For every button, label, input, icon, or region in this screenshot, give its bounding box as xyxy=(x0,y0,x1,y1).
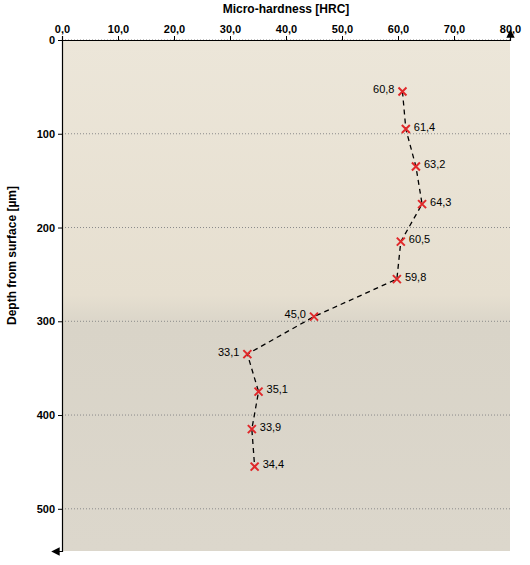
tick: 60,0 xyxy=(388,23,409,40)
tick: 20,0 xyxy=(164,23,185,40)
axis-title: Micro-hardness [HRC] xyxy=(223,2,350,16)
grid-line xyxy=(62,415,510,416)
tick-label: 20,0 xyxy=(164,23,185,35)
data-point xyxy=(418,200,426,208)
grid-line xyxy=(62,508,510,509)
tick: 200 xyxy=(37,222,62,234)
tick-mark xyxy=(286,36,287,40)
data-label: 45,0 xyxy=(285,308,306,320)
tick-mark xyxy=(58,321,62,322)
tick: 30,0 xyxy=(220,23,241,40)
axis-title: Depth from surface [µm] xyxy=(5,186,19,325)
tick: 500 xyxy=(37,503,62,515)
tick-label: 0,0 xyxy=(55,23,70,35)
tick-label: 500 xyxy=(37,503,55,515)
tick-label: 30,0 xyxy=(220,23,241,35)
data-point xyxy=(398,88,406,96)
tick: 70,0 xyxy=(444,23,465,40)
data-label: 34,4 xyxy=(263,458,284,470)
axis-line xyxy=(58,41,63,552)
plot-background xyxy=(62,40,510,551)
tick: 0,0 xyxy=(55,23,70,40)
data-label: 35,1 xyxy=(267,383,288,395)
data-point xyxy=(310,313,318,321)
tick-mark xyxy=(454,36,455,40)
data-label: 59,8 xyxy=(405,271,426,283)
data-label: 60,8 xyxy=(373,83,394,95)
tick-label: 200 xyxy=(37,222,55,234)
tick-mark xyxy=(58,415,62,416)
tick: 100 xyxy=(37,128,62,140)
data-point xyxy=(255,388,263,396)
grid xyxy=(62,40,510,509)
tick-label: 0 xyxy=(49,34,55,46)
chart: 0,0 10,0 20,0 30,0 40,0 50,0 60,0 70,0 80,0 0 100 2… xyxy=(0,0,530,565)
data-point xyxy=(243,350,251,358)
tick-mark xyxy=(174,36,175,40)
grid-line xyxy=(62,321,510,322)
tick-mark xyxy=(398,36,399,40)
data-point xyxy=(412,163,420,171)
tick-label: 50,0 xyxy=(332,23,353,35)
tick-label: 300 xyxy=(37,315,55,327)
grid-line xyxy=(62,227,510,228)
data-layer xyxy=(243,88,426,471)
axis-line xyxy=(63,36,511,41)
tick-label: 400 xyxy=(37,409,55,421)
data-labels: 60,8 61,4 63,2 64,3 60,5 59,8 45,0 33,1 35,1 33,9… xyxy=(218,83,452,470)
tick-mark xyxy=(58,509,62,510)
tick-mark xyxy=(342,36,343,40)
tick: 40,0 xyxy=(276,23,297,40)
tick-mark xyxy=(118,36,119,40)
tick-mark xyxy=(230,36,231,40)
tick: 0 xyxy=(49,34,62,46)
data-point xyxy=(251,463,259,471)
x-axis: 0,0 10,0 20,0 30,0 40,0 50,0 60,0 70,0 80,0 xyxy=(55,23,521,41)
data-point xyxy=(393,275,401,283)
profile-line xyxy=(247,92,422,467)
tick-mark xyxy=(58,134,62,135)
data-point xyxy=(397,238,405,246)
grid-line xyxy=(62,133,510,134)
tick: 10,0 xyxy=(108,23,129,40)
data-label: 63,2 xyxy=(424,158,445,170)
tick-label: 100 xyxy=(37,128,55,140)
tick-mark xyxy=(62,36,63,40)
tick-label: 40,0 xyxy=(276,23,297,35)
data-label: 33,1 xyxy=(218,346,239,358)
tick: 300 xyxy=(37,315,62,327)
data-label: 60,5 xyxy=(409,233,430,245)
data-label: 61,4 xyxy=(414,121,435,133)
tick-label: 10,0 xyxy=(108,23,129,35)
tick: 400 xyxy=(37,409,62,421)
tick-mark xyxy=(58,40,62,41)
tick-label: 70,0 xyxy=(444,23,465,35)
y-axis: 0 100 200 300 400 500 xyxy=(37,34,63,551)
data-label: 33,9 xyxy=(260,421,281,433)
tick: 50,0 xyxy=(332,23,353,40)
tick-label: 80,0 xyxy=(500,23,521,35)
tick: 80,0 xyxy=(500,23,521,40)
tick-label: 60,0 xyxy=(388,23,409,35)
plot: 0,0 10,0 20,0 30,0 40,0 50,0 60,0 70,0 80,0 0 100 2… xyxy=(37,23,522,552)
tick-mark xyxy=(58,228,62,229)
data-point xyxy=(402,125,410,133)
data-label: 64,3 xyxy=(430,196,451,208)
data-point xyxy=(248,425,256,433)
tick-mark xyxy=(510,36,511,40)
